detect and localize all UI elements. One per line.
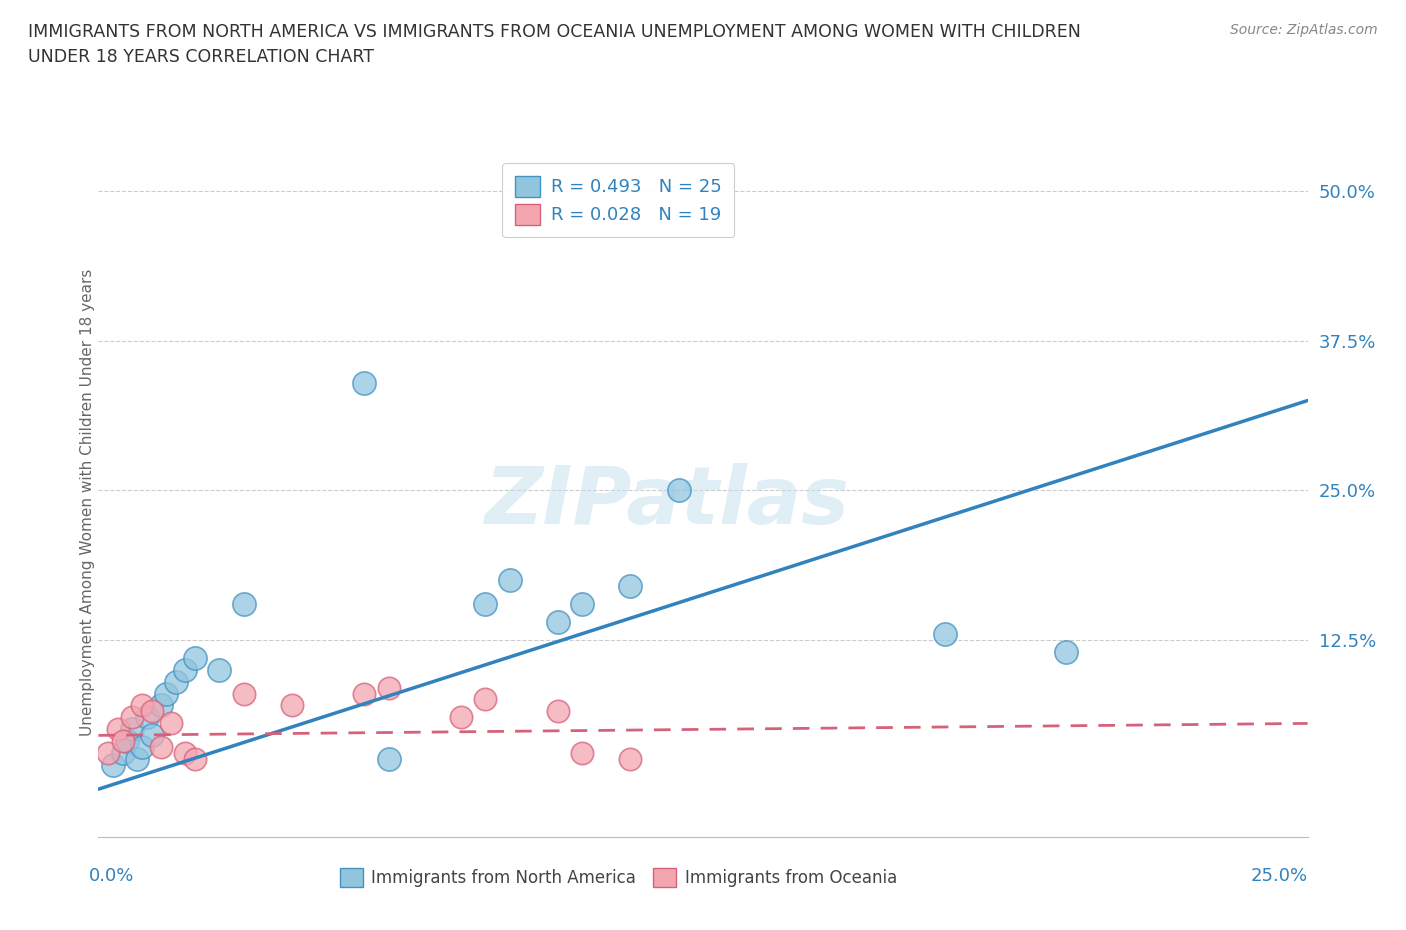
Point (160, 716, 183, 731)
Text: IMMIGRANTS FROM NORTH AMERICA VS IMMIGRANTS FROM OCEANIA UNEMPLOYMENT AMONG WOME: IMMIGRANTS FROM NORTH AMERICA VS IMMIGRA… (28, 23, 1081, 41)
Point (450, 710, 472, 724)
Point (377, 751, 399, 766)
Point (934, 626, 956, 641)
Text: 0.0%: 0.0% (89, 867, 134, 884)
Point (232, 686, 254, 701)
Point (619, 578, 641, 593)
Point (547, 615, 569, 630)
Point (474, 692, 496, 707)
Point (141, 704, 163, 719)
Legend: Immigrants from North America, Immigrants from Oceania: Immigrants from North America, Immigrant… (332, 859, 905, 896)
Point (135, 710, 157, 724)
Point (141, 728, 163, 743)
Point (232, 596, 254, 611)
Point (281, 698, 304, 713)
Point (127, 751, 149, 766)
Point (150, 740, 173, 755)
Point (1054, 644, 1077, 659)
Point (121, 710, 143, 724)
Point (174, 746, 197, 761)
Point (571, 746, 593, 761)
Point (174, 662, 197, 677)
Point (121, 722, 143, 737)
Point (498, 573, 520, 588)
Point (150, 698, 173, 713)
Point (165, 674, 187, 689)
Point (571, 596, 593, 611)
Text: Source: ZipAtlas.com: Source: ZipAtlas.com (1230, 23, 1378, 37)
Point (131, 740, 153, 755)
Point (208, 662, 231, 677)
Point (353, 686, 375, 701)
Text: ZIPatlas: ZIPatlas (484, 463, 849, 541)
Point (111, 746, 134, 761)
Point (131, 698, 153, 713)
Point (155, 686, 177, 701)
Point (101, 758, 124, 773)
Point (619, 751, 641, 766)
Point (377, 680, 399, 695)
Point (668, 483, 690, 498)
Point (184, 751, 207, 766)
Point (353, 375, 375, 390)
Point (97, 746, 120, 761)
Point (111, 734, 134, 749)
Text: UNDER 18 YEARS CORRELATION CHART: UNDER 18 YEARS CORRELATION CHART (28, 48, 374, 66)
Point (117, 734, 139, 749)
Point (184, 650, 207, 665)
Text: 25.0%: 25.0% (1250, 867, 1308, 884)
Point (474, 596, 496, 611)
Point (107, 722, 129, 737)
Point (547, 704, 569, 719)
Y-axis label: Unemployment Among Women with Children Under 18 years: Unemployment Among Women with Children U… (80, 269, 94, 736)
